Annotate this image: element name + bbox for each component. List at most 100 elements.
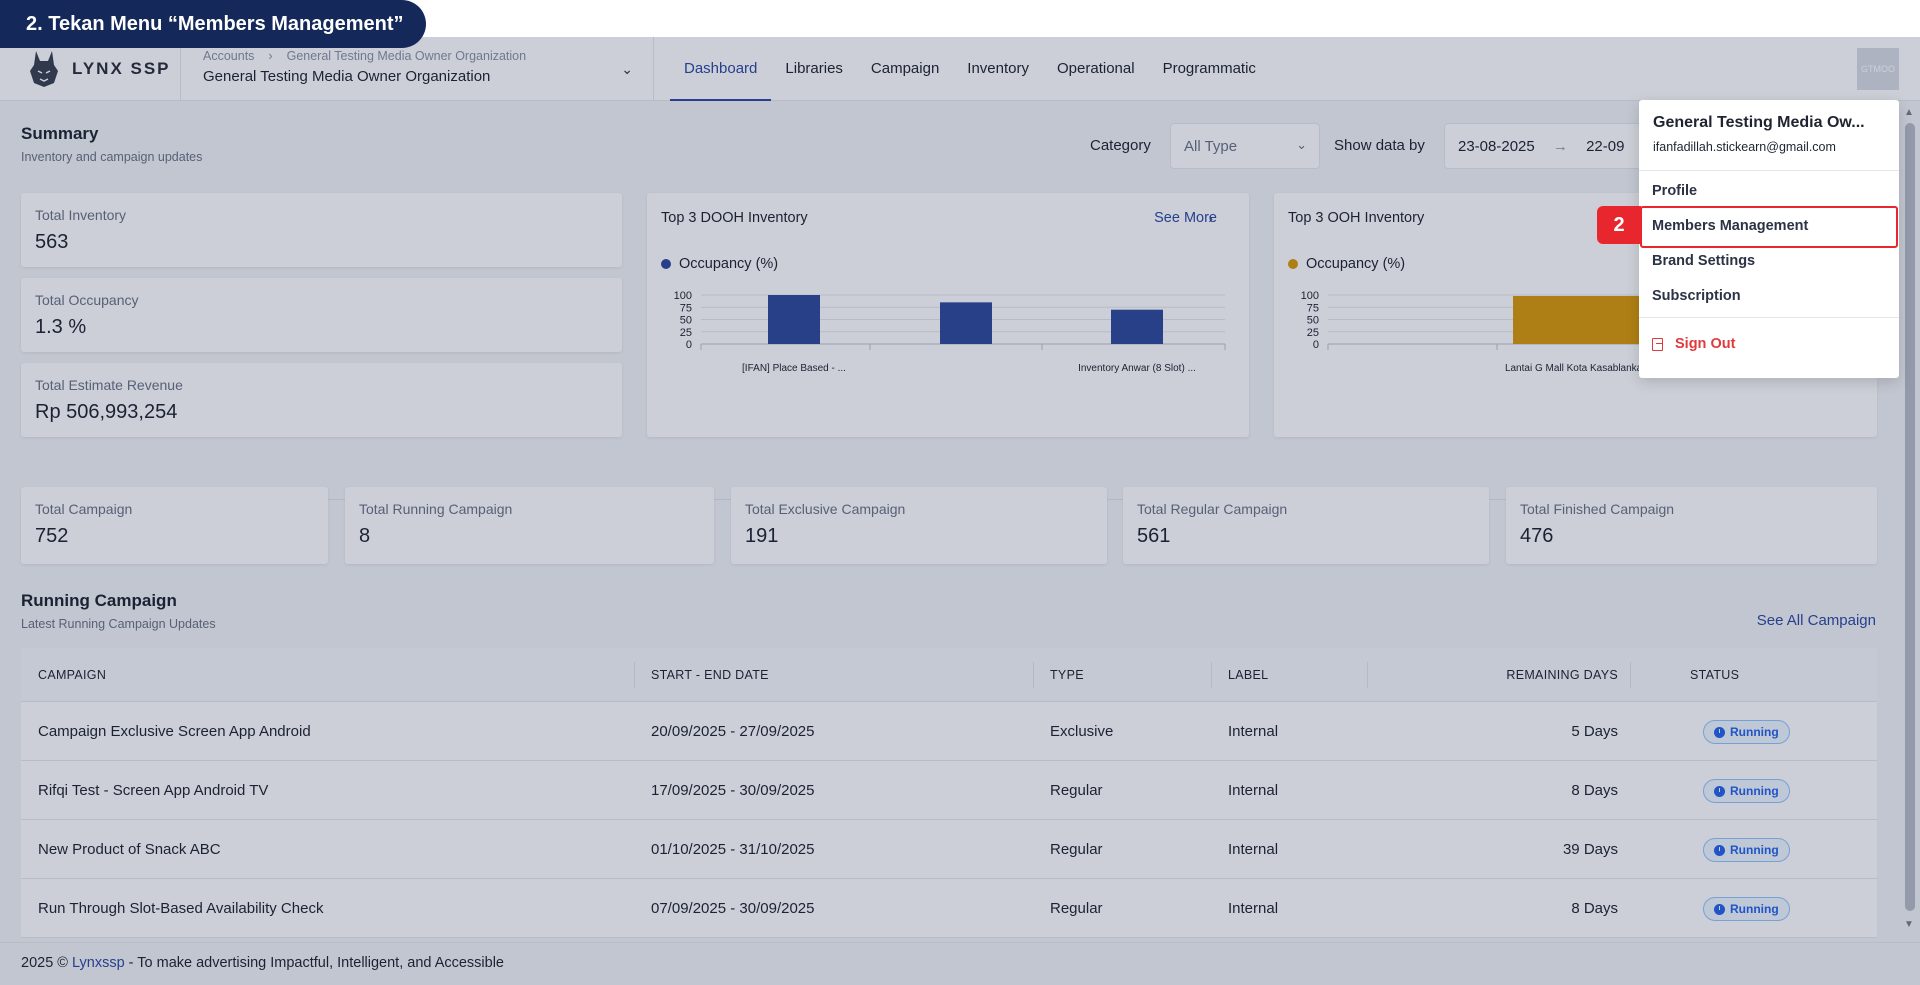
status-text: Running xyxy=(1730,902,1779,916)
th-remaining-days[interactable]: REMAINING DAYS xyxy=(1506,668,1618,682)
table-row[interactable]: Rifqi Test - Screen App Android TV 17/09/… xyxy=(21,761,1877,820)
see-more-link[interactable]: See More xyxy=(1154,210,1217,226)
column-separator xyxy=(1211,662,1212,688)
running-campaign-table: CAMPAIGN START - END DATE TYPE LABEL REM… xyxy=(21,648,1877,938)
cell-dates: 20/09/2025 - 27/09/2025 xyxy=(651,723,815,740)
column-separator xyxy=(634,662,635,688)
th-campaign[interactable]: CAMPAIGN xyxy=(38,668,107,682)
cell-dates: 07/09/2025 - 30/09/2025 xyxy=(651,900,815,917)
nav-campaign[interactable]: Campaign xyxy=(870,60,940,77)
x-category-label: Inventory Anwar (8 Slot) ... xyxy=(1078,363,1196,374)
show-data-by-label: Show data by xyxy=(1334,137,1425,154)
category-select[interactable]: All Type ⌄ xyxy=(1170,123,1320,169)
cell-remaining-days: 5 Days xyxy=(1571,723,1618,740)
stat-card-total-occupancy: Total Occupancy 1.3 % xyxy=(21,278,622,352)
stat-value: 561 xyxy=(1137,525,1171,547)
menu-item-sign-out[interactable]: Sign Out xyxy=(1652,336,1735,352)
stat-label: Total Inventory xyxy=(35,207,127,223)
nav-libraries[interactable]: Libraries xyxy=(785,60,843,77)
chevron-right-icon[interactable]: › xyxy=(1208,210,1213,226)
logo-text: LYNX SSP xyxy=(72,59,171,78)
bar[interactable] xyxy=(940,302,992,344)
breadcrumb-accounts[interactable]: Accounts xyxy=(203,49,255,63)
menu-account-name: General Testing Media Ow... xyxy=(1653,114,1865,131)
stat-value: 8 xyxy=(359,525,371,547)
table-row[interactable]: Campaign Exclusive Screen App Android 20/… xyxy=(21,702,1877,761)
clock-icon xyxy=(1714,726,1725,738)
clock-icon xyxy=(1714,903,1725,915)
menu-item-profile[interactable]: Profile xyxy=(1652,183,1698,199)
category-label: Category xyxy=(1090,137,1151,154)
status-text: Running xyxy=(1730,725,1779,739)
avatar[interactable]: GTMOO xyxy=(1857,48,1899,90)
cell-label: Internal xyxy=(1228,782,1279,799)
y-tick-label: 100 xyxy=(674,290,692,302)
date-range-picker[interactable]: 23-08-2025 → 22-09 xyxy=(1444,123,1664,169)
bar[interactable] xyxy=(768,295,820,344)
stat-label: Total Regular Campaign xyxy=(1137,501,1288,517)
th-dates[interactable]: START - END DATE xyxy=(651,668,769,682)
stat-label: Total Exclusive Campaign xyxy=(745,501,906,517)
footer-prefix: 2025 © xyxy=(21,955,72,971)
nav-dashboard[interactable]: Dashboard xyxy=(670,37,772,101)
org-switcher[interactable]: Accounts › General Testing Media Owner O… xyxy=(180,37,654,101)
cell-label: Internal xyxy=(1228,900,1279,917)
th-type[interactable]: TYPE xyxy=(1050,668,1084,682)
nav-operational[interactable]: Operational xyxy=(1057,60,1135,77)
th-status[interactable]: STATUS xyxy=(1690,668,1740,682)
clock-icon xyxy=(1714,785,1725,797)
dooh-chart-title: Top 3 DOOH Inventory xyxy=(661,210,808,226)
scroll-down-icon[interactable]: ▼ xyxy=(1904,919,1914,930)
cell-label: Internal xyxy=(1228,723,1279,740)
stat-label: Total Running Campaign xyxy=(359,501,513,517)
step-number-badge: 2 xyxy=(1597,206,1641,244)
table-header: CAMPAIGN START - END DATE TYPE LABEL REM… xyxy=(21,648,1877,702)
nav-programmatic[interactable]: Programmatic xyxy=(1162,60,1256,77)
cell-dates: 17/09/2025 - 30/09/2025 xyxy=(651,782,815,799)
footer-suffix: - To make advertising Impactful, Intelli… xyxy=(124,955,504,971)
stat-label: Total Finished Campaign xyxy=(1520,501,1675,517)
th-label[interactable]: LABEL xyxy=(1228,668,1269,682)
running-campaign-subtitle: Latest Running Campaign Updates xyxy=(21,617,216,631)
scrollbar-thumb[interactable] xyxy=(1905,123,1915,911)
main-nav: Dashboard Libraries Campaign Inventory O… xyxy=(670,37,1270,101)
summary-subtitle: Inventory and campaign updates xyxy=(21,150,203,164)
overlay-dim xyxy=(0,37,1920,985)
category-value: All Type xyxy=(1184,138,1238,155)
app-page: LYNX SSP Accounts › General Testing Medi… xyxy=(0,37,1920,985)
see-all-campaign-link[interactable]: See All Campaign xyxy=(1756,612,1876,629)
y-tick-label: 25 xyxy=(1307,327,1319,339)
chevron-down-icon[interactable]: ⌄ xyxy=(621,61,633,77)
table-body: Campaign Exclusive Screen App Android 20/… xyxy=(21,702,1877,938)
menu-item-members-management[interactable]: Members Management xyxy=(1652,218,1809,234)
x-category-label: [IFAN] Place Based - ... xyxy=(742,363,846,374)
y-tick-label: 50 xyxy=(680,315,692,327)
page-scrollbar[interactable]: ▲ ▼ xyxy=(1900,101,1920,941)
legend-dot-icon xyxy=(1288,259,1298,269)
cell-remaining-days: 39 Days xyxy=(1562,841,1618,858)
cell-campaign: Campaign Exclusive Screen App Android xyxy=(38,723,311,740)
stat-card-total-exclusive-campaign: Total Exclusive Campaign 191 xyxy=(731,487,1107,564)
table-row[interactable]: New Product of Snack ABC 01/10/2025 - 31/… xyxy=(21,820,1877,879)
cell-dates: 01/10/2025 - 31/10/2025 xyxy=(651,841,815,858)
table-row[interactable]: Run Through Slot-Based Availability Chec… xyxy=(21,879,1877,938)
menu-item-subscription[interactable]: Subscription xyxy=(1652,288,1741,304)
menu-item-brand-settings[interactable]: Brand Settings xyxy=(1652,253,1756,269)
legend-dot-icon xyxy=(661,259,671,269)
footer-brand-link[interactable]: Lynxssp xyxy=(72,955,125,971)
logo[interactable]: LYNX SSP xyxy=(26,49,171,89)
stat-card-total-revenue: Total Estimate Revenue Rp 506,993,254 xyxy=(21,363,622,437)
stat-card-total-finished-campaign: Total Finished Campaign 476 xyxy=(1506,487,1877,564)
x-category-label: Lantai G Mall Kota Kasablanka Neonbox xyxy=(1505,363,1685,374)
scroll-up-icon[interactable]: ▲ xyxy=(1904,107,1914,118)
cell-campaign: Run Through Slot-Based Availability Chec… xyxy=(38,900,324,917)
bar[interactable] xyxy=(1111,309,1163,344)
stat-card-total-inventory: Total Inventory 563 xyxy=(21,193,622,267)
stat-label: Total Estimate Revenue xyxy=(35,377,183,393)
lynx-logo-icon xyxy=(30,51,58,87)
date-end: 22-09 xyxy=(1586,138,1625,155)
cell-remaining-days: 8 Days xyxy=(1571,782,1618,799)
nav-inventory[interactable]: Inventory xyxy=(967,60,1029,77)
see-more-label: See More xyxy=(1154,210,1217,226)
stat-label: Total Campaign xyxy=(35,501,133,517)
